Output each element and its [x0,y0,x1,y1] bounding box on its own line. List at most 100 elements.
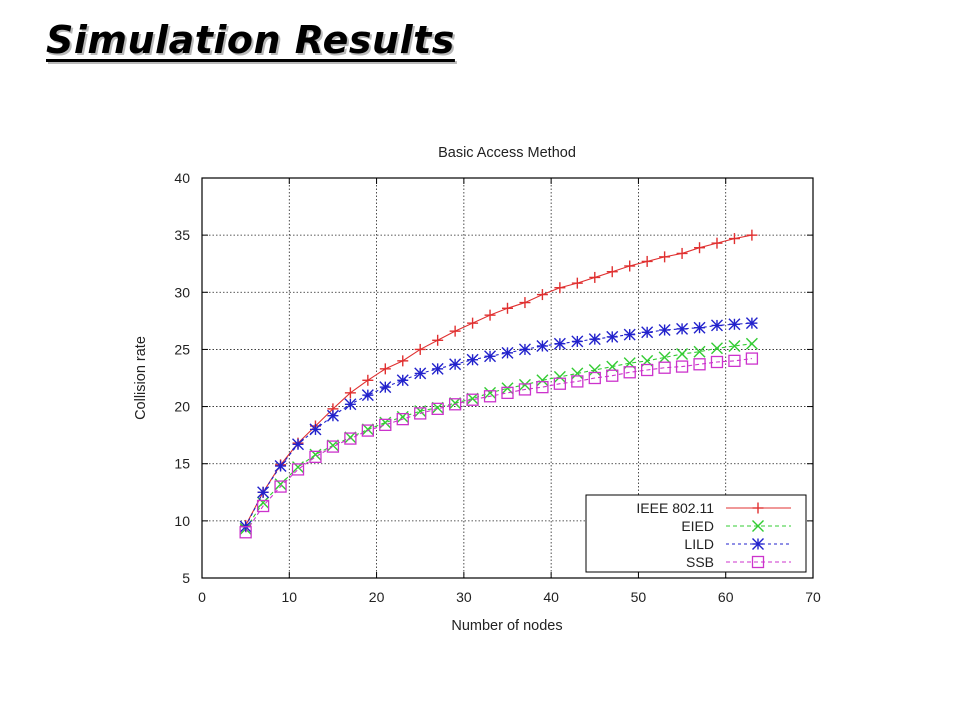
data-point [274,460,287,472]
data-point [641,363,654,377]
data-point [658,351,671,364]
legend: IEEE 802.11 EIED LILD SSB [585,494,807,573]
series-0 [240,229,758,531]
data-point [519,297,531,309]
data-point [449,358,462,371]
data-point [501,346,514,359]
data-point [745,337,758,350]
data-point [589,271,601,283]
x-tick-label: 60 [718,589,734,605]
y-axis-label: Collision rate [133,336,149,420]
data-point [344,432,357,445]
data-point [710,355,724,369]
legend-entry: SSB [686,554,791,570]
data-point [553,370,566,383]
y-tick-label: 10 [174,513,190,529]
data-point [693,321,706,334]
data-point [518,378,531,391]
data-point [659,251,671,263]
x-tick-label: 20 [369,589,385,605]
tick-layer: 0 10 20 30 40 50 60 70 5 10 15 20 25 30 35 40 [174,170,821,605]
data-point [693,358,706,371]
data-point [414,343,426,355]
y-tick-label: 30 [174,284,190,300]
data-point [257,486,270,499]
data-point [484,386,497,399]
data-point [710,342,723,355]
data-point [291,463,305,476]
data-point [448,398,462,411]
legend-entry: LILD [684,536,791,552]
data-point [641,326,654,339]
data-point [658,324,671,336]
y-tick-label: 25 [174,341,190,357]
y-tick-label: 15 [174,456,190,472]
data-point [518,343,531,356]
data-point [536,340,549,352]
data-point [361,389,374,402]
data-point [309,450,322,464]
data-point [658,361,671,374]
data-point [711,237,723,249]
data-point [641,255,653,267]
data-point [449,397,462,410]
data-point [588,333,601,346]
data-point [344,398,357,411]
data-point [256,499,270,513]
x-tick-label: 50 [631,589,647,605]
data-point [379,418,392,432]
series-line [245,234,753,526]
data-point [710,319,723,332]
legend-marker [752,520,764,532]
data-point [344,387,356,399]
series-line [245,358,752,533]
data-point [309,423,322,436]
x-tick-label: 40 [543,589,559,605]
legend-entry: IEEE 802.11 [636,500,791,516]
data-point [675,360,689,373]
data-point [745,317,758,330]
data-point [623,366,636,379]
data-point [414,407,427,420]
y-tick-label: 35 [174,227,190,243]
data-point [536,380,549,394]
data-point [379,381,392,394]
data-point [292,438,305,451]
x-axis-label: Number of nodes [451,618,562,634]
legend-entry: EIED [681,518,791,534]
data-point [431,401,444,414]
data-point [414,367,427,380]
data-point [466,353,479,366]
data-point [571,277,583,289]
y-tick-label: 40 [174,170,190,186]
legend-marker [752,502,764,514]
legend-label: EIED [681,518,714,534]
data-point [588,364,601,376]
data-point [396,374,409,387]
series-layer [239,229,759,539]
x-tick-label: 0 [198,589,206,605]
data-point [588,371,601,385]
data-point [606,369,619,382]
data-point [694,242,706,254]
data-point [553,337,566,350]
legend-marker [752,538,764,550]
data-point [484,309,496,321]
data-point [361,423,374,436]
plot-frame [201,177,814,579]
data-point [397,355,409,367]
data-point [484,350,497,363]
data-point [431,402,444,416]
data-point [466,392,479,405]
data-point [501,386,514,400]
data-point [361,424,374,437]
data-point [362,374,374,386]
legend-label: LILD [684,536,714,552]
series-line [245,343,752,530]
series-3 [239,352,759,539]
data-point [606,330,619,343]
data-point [344,431,357,444]
data-point [571,335,584,348]
data-point [728,318,741,331]
